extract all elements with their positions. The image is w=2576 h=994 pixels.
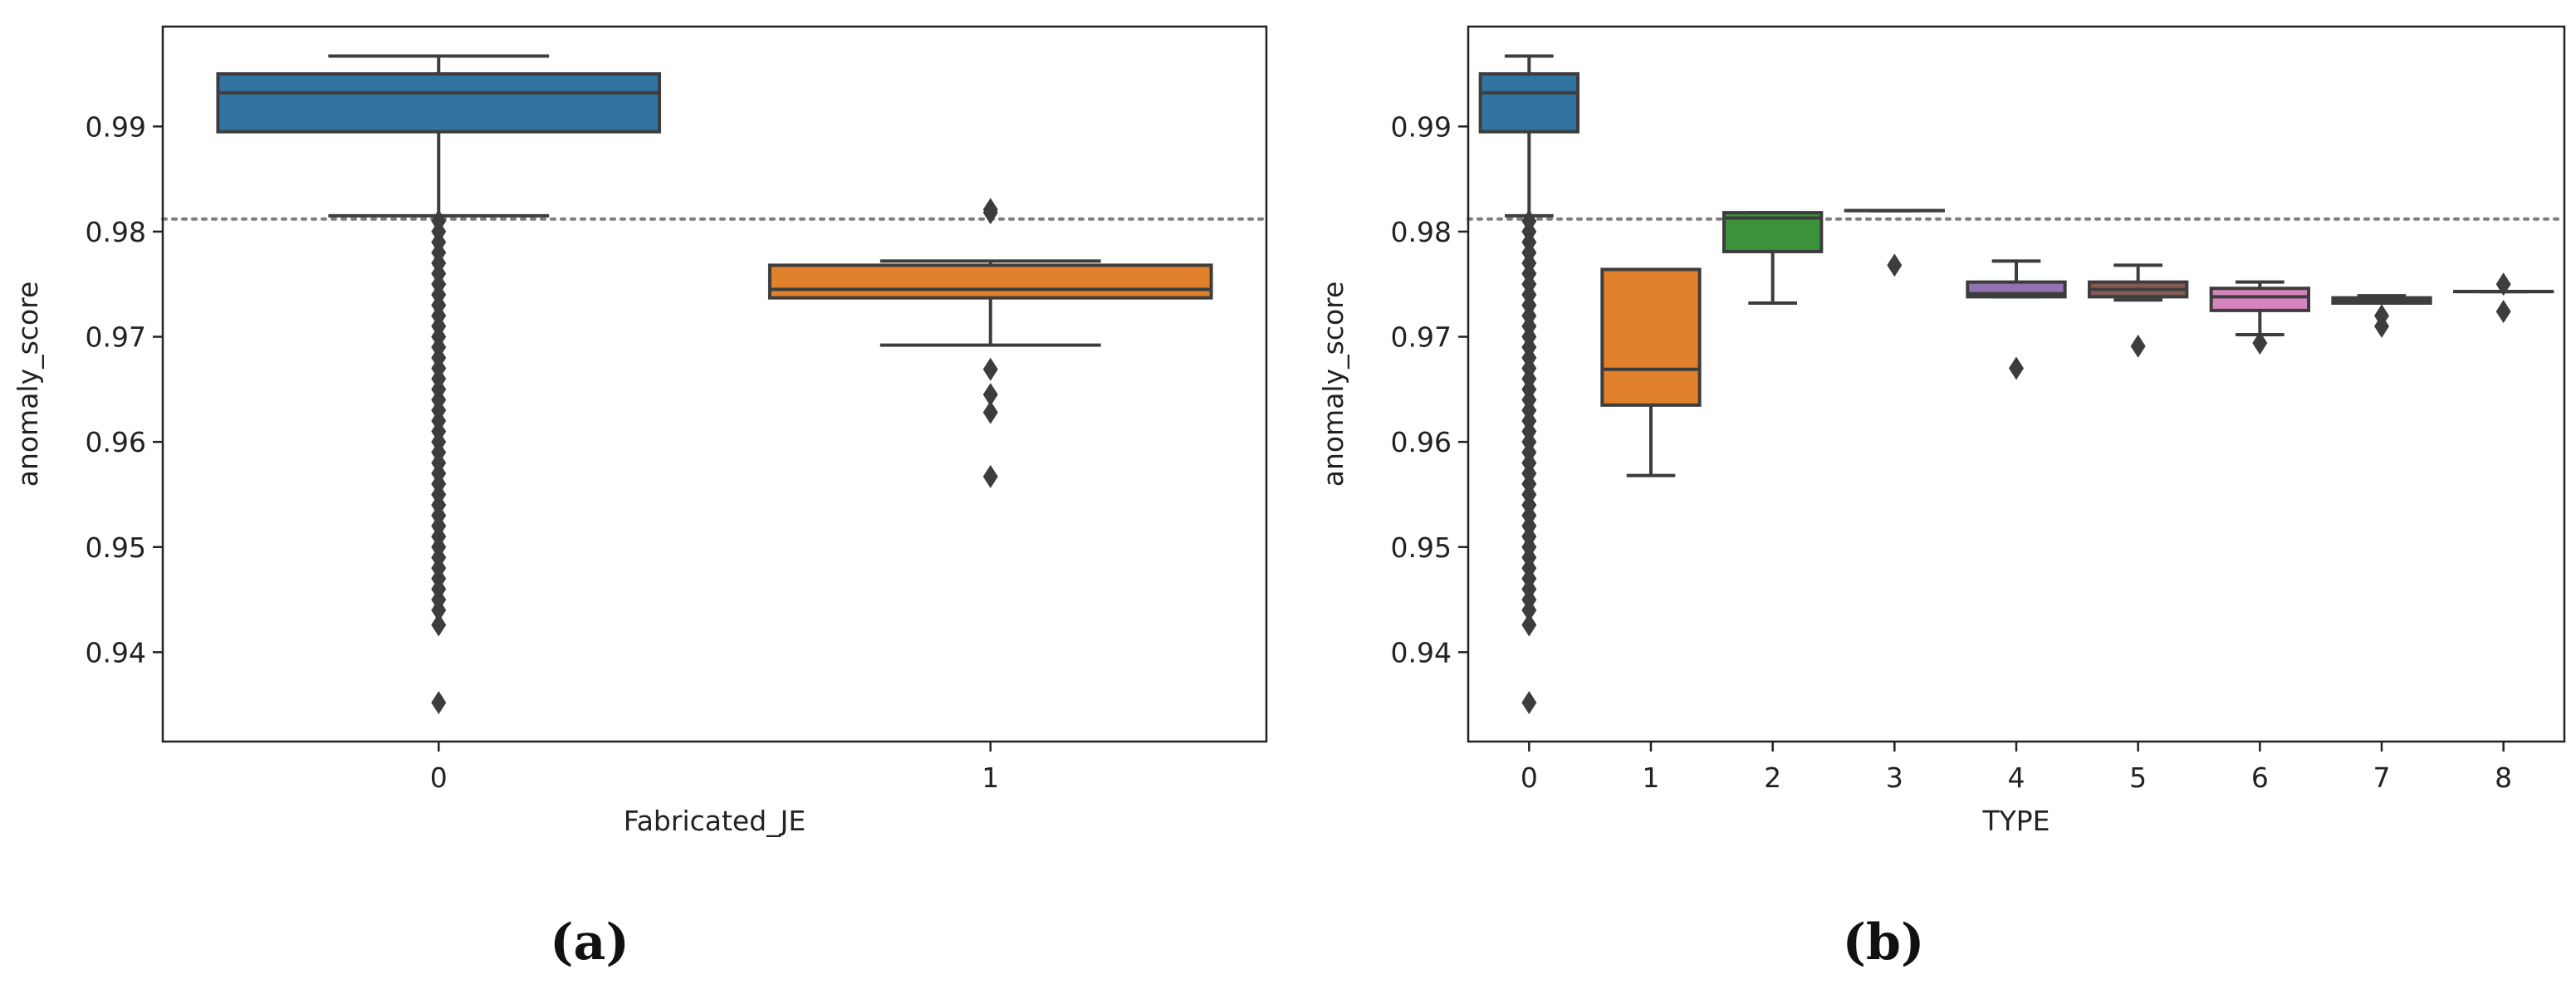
outlier-point [2374,314,2389,338]
box-category-1 [1600,267,1702,477]
box-category-6 [2209,280,2310,355]
y-tick-label: 0.98 [1391,216,1452,248]
outlier-point [1521,598,1537,622]
y-tick-label: 0.95 [86,531,146,564]
boxplot-panel-b: 0.94 0.95 0.96 0.97 0.98 0.99 0 1 2 3 4 5 6 7 8 TYPE ano… [1317,25,2566,837]
y-tick-label: 0.94 [1391,636,1452,668]
y-tick-label: 0.95 [1391,531,1452,564]
box-category-4 [1966,259,2067,380]
box-iqr [216,71,662,134]
outlier-point [2495,272,2511,296]
y-axis-label: anomaly_score [12,282,44,487]
y-tick-label: 0.97 [1391,321,1452,354]
x-tick-label: 7 [2373,761,2391,794]
outlier-point [982,383,998,407]
box-category-5 [2088,263,2189,358]
x-tick-label: 3 [1886,761,1903,794]
outlier-point [982,201,998,225]
outlier-point [1521,691,1537,715]
x-tick-label: 0 [1521,761,1538,794]
y-tick-label: 0.99 [1391,110,1452,143]
outlier-point [1887,253,1903,277]
box-category-0 [216,54,662,715]
plot-frame [161,25,1268,743]
outlier-point [1521,613,1537,637]
y-tick-label: 0.94 [86,636,146,668]
box-category-8 [2453,272,2554,324]
box-category-7 [2331,294,2432,338]
outlier-point [2252,331,2268,355]
y-tick-label: 0.96 [1391,426,1452,458]
outlier-point [982,357,998,381]
x-tick-label: 1 [982,761,999,794]
box-category-1 [767,198,1213,488]
outlier-point [431,691,447,715]
outlier-point [431,598,447,622]
outlier-point [431,613,447,637]
caption-b: (b) [1842,913,1925,972]
x-tick-label: 8 [2495,761,2512,794]
y-tick-label: 0.99 [86,110,146,143]
box-iqr [1600,267,1702,407]
x-tick-label: 5 [2129,761,2147,794]
boxplot-panel-a: 0.94 0.95 0.96 0.97 0.98 0.99 0 1 Fabricated_JE a… [12,25,1268,837]
box-category-3 [1844,208,1946,277]
x-tick-label: 2 [1764,761,1781,794]
x-tick-label: 4 [2008,761,2025,794]
caption-a: (a) [550,913,629,972]
outlier-point [2495,300,2511,324]
x-tick-label: 6 [2251,761,2269,794]
box-iqr [1478,71,1580,134]
y-tick-label: 0.97 [86,321,146,354]
box-iqr [767,263,1213,300]
outlier-point [982,464,998,488]
x-axis-label: TYPE [1981,805,2050,837]
outlier-point [982,400,998,424]
y-tick-label: 0.96 [86,426,146,458]
outlier-point [2009,356,2024,380]
x-axis-label: Fabricated_JE [624,805,806,837]
outlier-point [2130,334,2146,358]
y-tick-label: 0.98 [86,216,146,248]
box-category-0 [1478,54,1580,715]
box-category-2 [1722,211,1824,306]
y-axis-label: anomaly_score [1317,282,1349,487]
box-iqr [2209,286,2310,312]
x-tick-label: 0 [430,761,448,794]
x-tick-label: 1 [1643,761,1660,794]
